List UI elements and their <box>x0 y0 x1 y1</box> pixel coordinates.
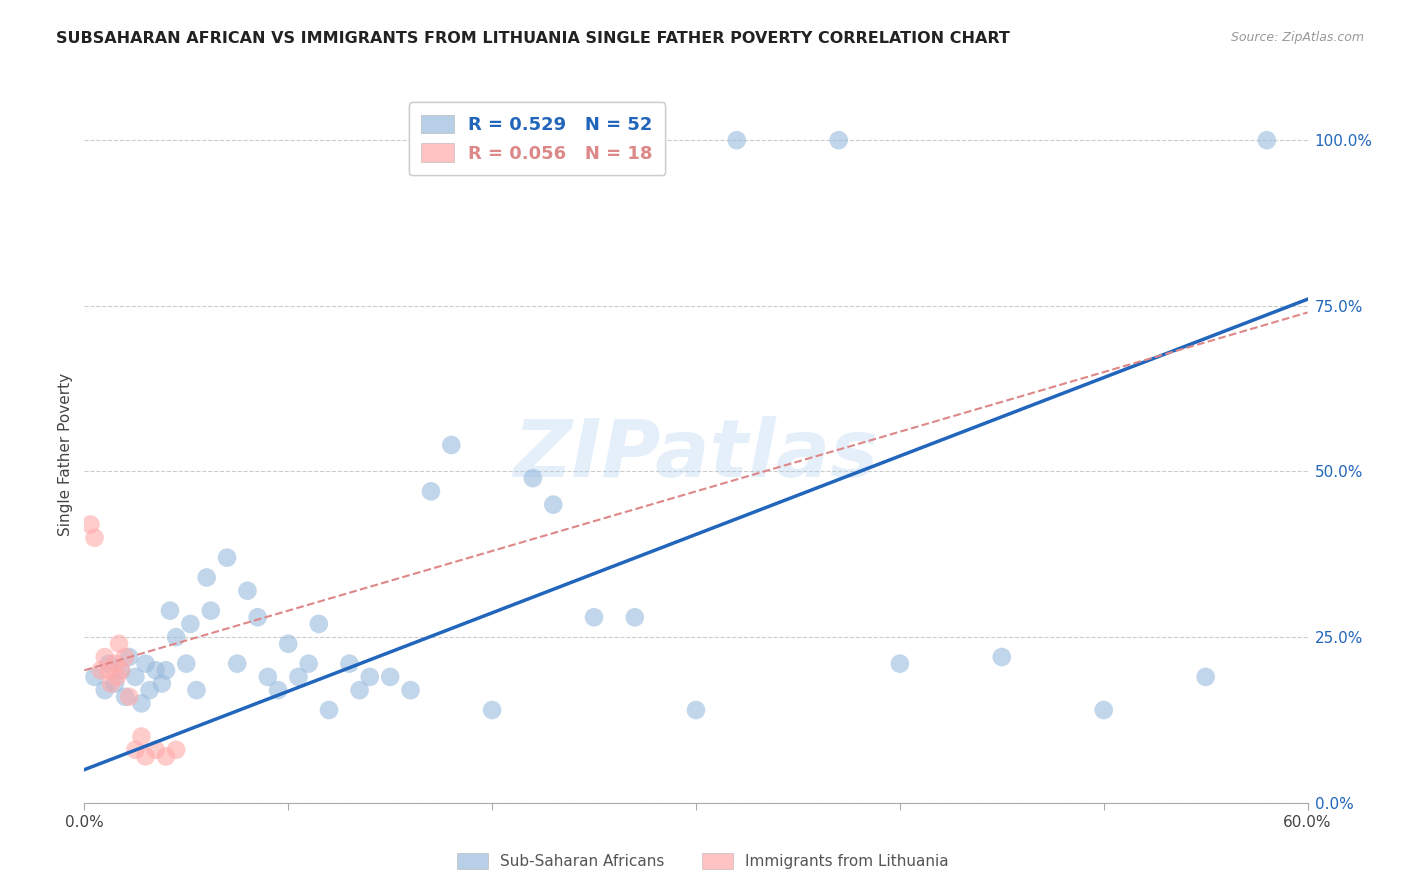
Point <box>339 657 361 671</box>
Point <box>118 650 141 665</box>
Point <box>246 610 269 624</box>
Point <box>624 610 647 624</box>
Point <box>150 676 173 690</box>
Point <box>399 683 422 698</box>
Point <box>165 743 187 757</box>
Point <box>287 670 309 684</box>
Point <box>100 676 122 690</box>
Point <box>79 517 101 532</box>
Point <box>349 683 371 698</box>
Point <box>138 683 160 698</box>
Text: SUBSAHARAN AFRICAN VS IMMIGRANTS FROM LITHUANIA SINGLE FATHER POVERTY CORRELATIO: SUBSAHARAN AFRICAN VS IMMIGRANTS FROM LI… <box>56 31 1010 46</box>
Text: Source: ZipAtlas.com: Source: ZipAtlas.com <box>1230 31 1364 45</box>
Point <box>135 657 157 671</box>
Point <box>481 703 503 717</box>
Point <box>93 683 117 698</box>
Point <box>124 743 146 757</box>
Point <box>217 550 239 565</box>
Point <box>583 610 606 624</box>
Point <box>118 690 141 704</box>
Point <box>131 697 153 711</box>
Point <box>236 583 259 598</box>
Point <box>420 484 443 499</box>
Point <box>318 703 340 717</box>
Point <box>135 749 157 764</box>
Point <box>105 670 128 684</box>
Point <box>159 604 181 618</box>
Point <box>83 531 105 545</box>
Y-axis label: Single Father Poverty: Single Father Poverty <box>58 374 73 536</box>
Point <box>97 657 120 671</box>
Point <box>226 657 249 671</box>
Point <box>131 730 153 744</box>
Point <box>93 650 117 665</box>
Point <box>828 133 851 147</box>
Point <box>298 657 321 671</box>
Point <box>1256 133 1278 147</box>
Point <box>145 743 167 757</box>
Point <box>179 616 201 631</box>
Point <box>83 670 105 684</box>
Point <box>685 703 707 717</box>
Point <box>97 663 120 677</box>
Point <box>1092 703 1115 717</box>
Point <box>114 650 136 665</box>
Point <box>200 604 222 618</box>
Legend: R = 0.529   N = 52, R = 0.056   N = 18: R = 0.529 N = 52, R = 0.056 N = 18 <box>409 103 665 175</box>
Point <box>124 670 146 684</box>
Legend: Sub-Saharan Africans, Immigrants from Lithuania: Sub-Saharan Africans, Immigrants from Li… <box>451 847 955 875</box>
Point <box>440 438 463 452</box>
Point <box>725 133 748 147</box>
Point <box>1195 670 1218 684</box>
Point <box>108 637 131 651</box>
Point <box>543 498 565 512</box>
Point <box>522 471 544 485</box>
Point <box>889 657 911 671</box>
Point <box>114 690 136 704</box>
Point <box>267 683 290 698</box>
Point <box>277 637 299 651</box>
Point <box>308 616 330 631</box>
Point <box>110 663 132 677</box>
Point <box>90 663 112 677</box>
Point <box>174 657 197 671</box>
Point <box>991 650 1014 665</box>
Text: ZIPatlas: ZIPatlas <box>513 416 879 494</box>
Point <box>186 683 208 698</box>
Point <box>104 676 127 690</box>
Point <box>104 657 127 671</box>
Point <box>155 663 177 677</box>
Point <box>195 570 218 584</box>
Point <box>155 749 177 764</box>
Point <box>257 670 280 684</box>
Point <box>359 670 381 684</box>
Point <box>145 663 167 677</box>
Point <box>110 663 132 677</box>
Point <box>165 630 187 644</box>
Point <box>380 670 402 684</box>
